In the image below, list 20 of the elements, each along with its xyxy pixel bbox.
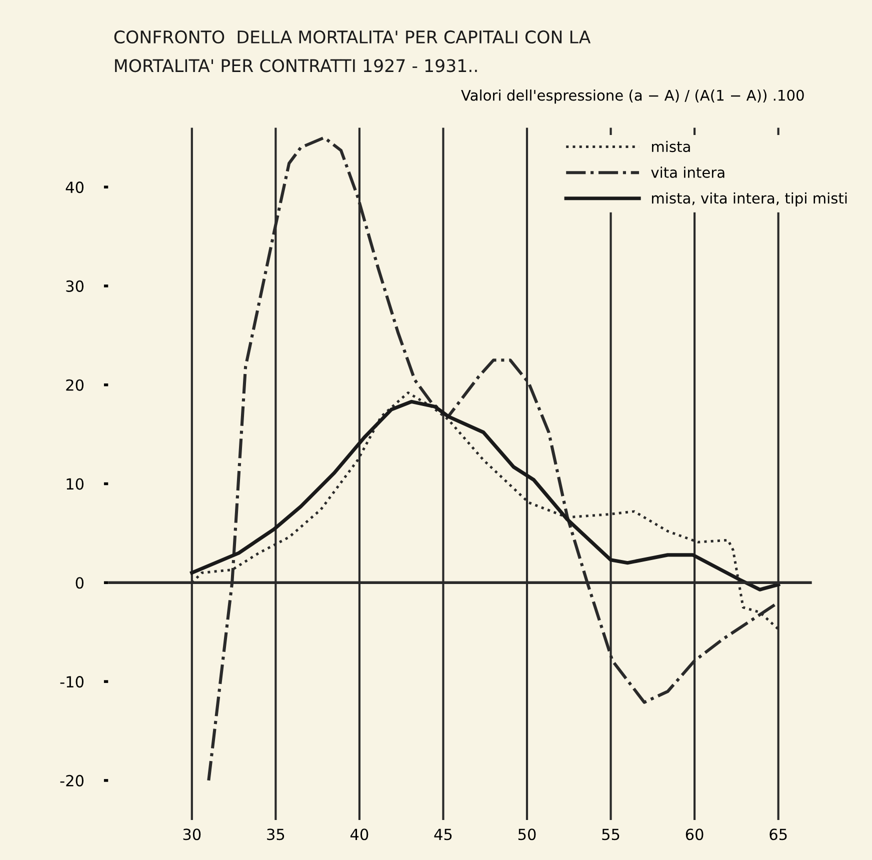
chart-title: CONFRONTO DELLA MORTALITA' PER CAPITALI CON LA MORTALITA' PER CONTRATTI 1927 - 1931.. bbox=[114, 30, 591, 72]
y-tick-label: 20 bbox=[66, 379, 84, 391]
x-tick-label: 50 bbox=[518, 828, 536, 840]
y-tick-label: -20 bbox=[60, 774, 84, 786]
x-tick-label: 45 bbox=[434, 828, 452, 840]
legend-label: vita intera bbox=[651, 166, 724, 178]
x-tick-label: 55 bbox=[602, 828, 620, 840]
legend-label: mista bbox=[652, 140, 690, 152]
x-tick-label: 30 bbox=[183, 828, 201, 840]
x-tick-label: 60 bbox=[686, 828, 704, 840]
text: Valori dell'espressione (a − A) / (A(1 − A)) .100 bbox=[461, 90, 804, 104]
y-tick-label: -10 bbox=[60, 676, 84, 688]
x-tick-label: 35 bbox=[267, 828, 284, 840]
y-tick-label: 30 bbox=[66, 280, 84, 292]
x-tick-label: 40 bbox=[350, 828, 368, 840]
y-tick-label: 0 bbox=[76, 577, 84, 589]
y-tick-label: 40 bbox=[66, 182, 84, 194]
legend-label: mista, vita intera, tipi misti bbox=[652, 192, 847, 207]
x-tick-label: 65 bbox=[770, 828, 787, 840]
y-tick-label: 10 bbox=[66, 478, 84, 490]
